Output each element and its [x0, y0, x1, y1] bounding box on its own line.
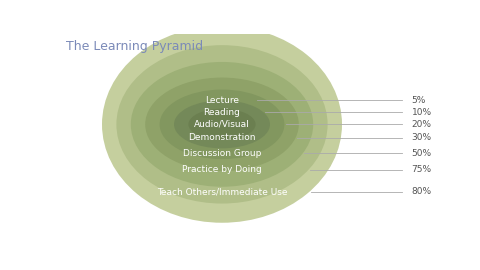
- Ellipse shape: [145, 77, 299, 171]
- Text: 30%: 30%: [412, 133, 432, 142]
- Ellipse shape: [131, 62, 313, 187]
- Text: 5%: 5%: [412, 96, 426, 105]
- Text: The Learning Pyramid: The Learning Pyramid: [66, 40, 203, 53]
- Ellipse shape: [159, 90, 284, 159]
- Text: Discussion Group: Discussion Group: [183, 149, 261, 158]
- Ellipse shape: [174, 100, 270, 148]
- Text: Lecture: Lecture: [205, 96, 239, 105]
- Text: 20%: 20%: [412, 120, 432, 129]
- Ellipse shape: [102, 26, 342, 223]
- Text: 10%: 10%: [412, 108, 432, 117]
- Text: 80%: 80%: [412, 187, 432, 196]
- Text: 75%: 75%: [412, 166, 432, 174]
- Text: Reading: Reading: [204, 108, 240, 117]
- Ellipse shape: [188, 109, 255, 140]
- Ellipse shape: [116, 45, 327, 204]
- Text: Practice by Doing: Practice by Doing: [182, 166, 262, 174]
- Text: 50%: 50%: [412, 149, 432, 158]
- Text: Demonstration: Demonstration: [188, 133, 256, 142]
- Text: Teach Others/Immediate Use: Teach Others/Immediate Use: [157, 187, 287, 196]
- Text: Audio/Visual: Audio/Visual: [194, 120, 250, 129]
